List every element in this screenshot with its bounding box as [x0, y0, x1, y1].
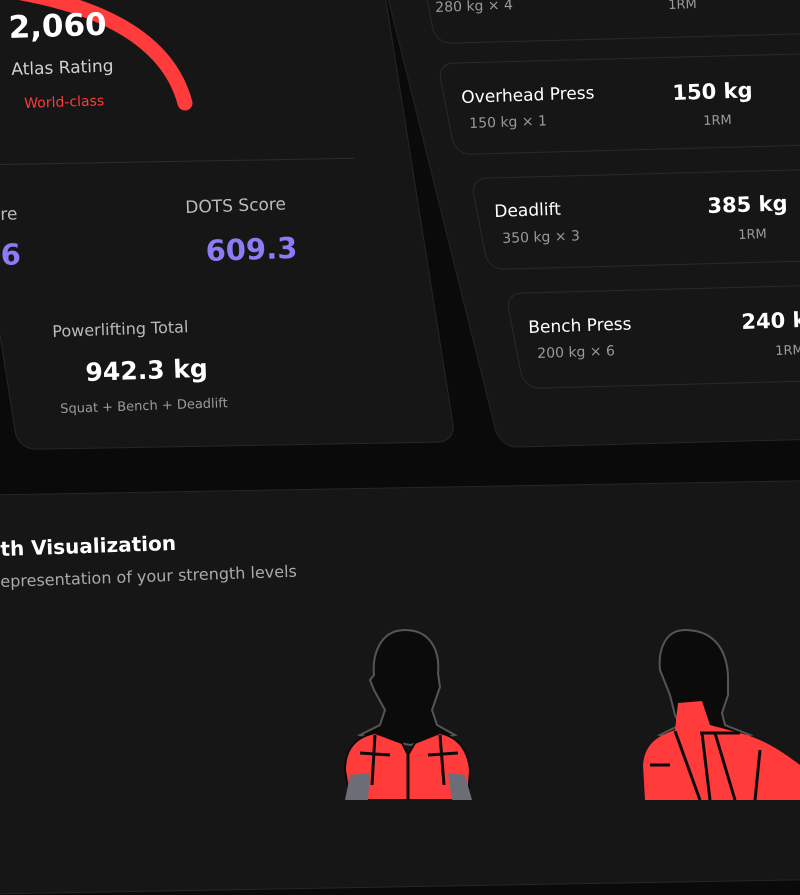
arm-muscle-right: [448, 773, 472, 800]
lift-unit: 1RM: [668, 0, 698, 13]
lift-detail: 200 kg × 6: [537, 343, 616, 362]
lift-value: 385 kg: [707, 191, 788, 218]
lift-name: Bench Press: [528, 314, 632, 338]
rating-value: 2,060: [8, 6, 108, 46]
arm-muscle-left: [345, 773, 370, 800]
score-value-partial: 6: [0, 237, 22, 272]
dots-label: DOTS Score: [185, 194, 287, 218]
lift-unit: 1RM: [703, 113, 733, 129]
total-value: 942.3 kg: [85, 353, 209, 387]
rating-gauge-arc: [18, 0, 193, 111]
lift-detail: 150 kg × 1: [469, 113, 548, 132]
lift-name: Deadlift: [494, 199, 562, 222]
lift-unit: 1RM: [738, 227, 768, 243]
lift-detail: 350 kg × 3: [502, 228, 581, 247]
lift-value: 150 kg: [672, 78, 753, 105]
dots-value: 609.3: [205, 230, 298, 268]
rating-label: Atlas Rating: [11, 56, 114, 80]
lift-unit: 1RM: [775, 343, 800, 359]
rating-tier: World-class: [24, 93, 105, 112]
lift-detail: 280 kg × 4: [435, 0, 514, 16]
lift-value: 240 kg: [741, 307, 800, 334]
head-outline: [356, 628, 458, 747]
body-front-figure[interactable]: [340, 625, 480, 800]
rating-gauge: [18, 0, 193, 111]
score-label-partial: re: [0, 204, 18, 225]
body-back-figure[interactable]: [640, 625, 800, 800]
